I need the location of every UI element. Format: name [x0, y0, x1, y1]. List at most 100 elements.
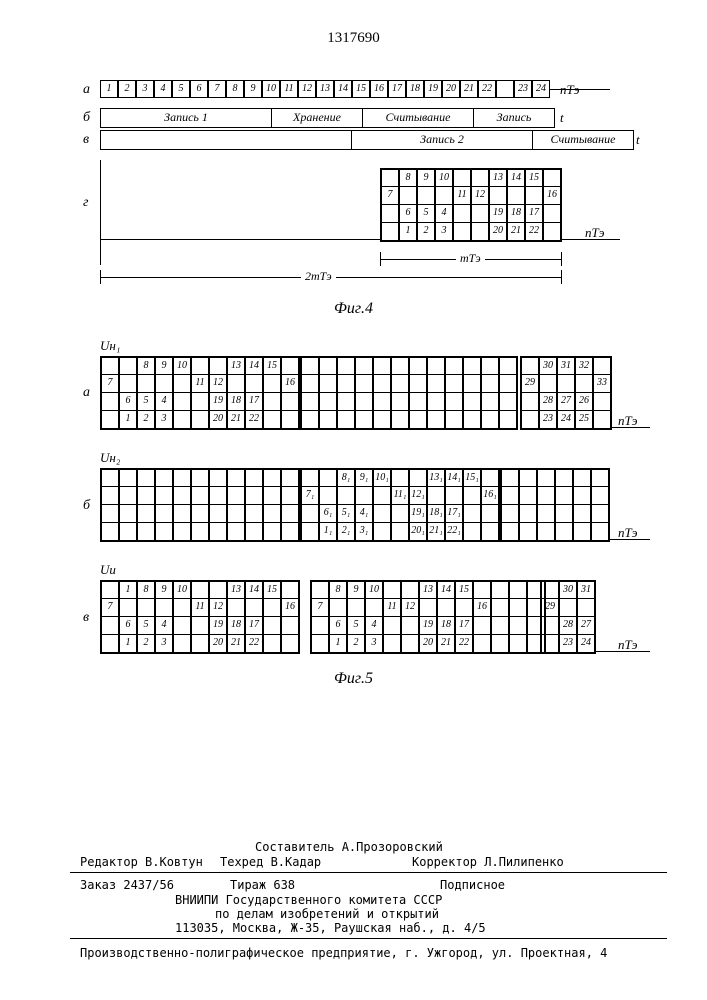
grid-cell: 9 — [417, 169, 435, 187]
grid-cell — [245, 599, 263, 617]
grid-cell: 32 — [575, 357, 593, 375]
grid-cell: 12 — [298, 80, 316, 98]
grid-cell: 24 — [532, 80, 550, 98]
grid-cell: 21 — [507, 223, 525, 241]
grid-cell: 19₁ — [409, 505, 427, 523]
grid-cell — [539, 375, 557, 393]
credits-techred: Техред В.Кадар — [220, 855, 321, 869]
grid-cell: 14 — [334, 80, 352, 98]
grid-cell: 22 — [525, 223, 543, 241]
grid-cell — [245, 469, 263, 487]
credits-print: Производственно-полиграфическое предприя… — [80, 946, 607, 960]
grid-cell — [409, 357, 427, 375]
grid-cell: 12 — [209, 599, 227, 617]
grid-cell — [137, 375, 155, 393]
grid-cell — [593, 357, 611, 375]
grid-cell: 12₁ — [409, 487, 427, 505]
grid-cell — [391, 357, 409, 375]
grid-cell: 19 — [209, 393, 227, 411]
grid-cell: 18 — [227, 617, 245, 635]
grid-cell — [119, 469, 137, 487]
grid-cell: 24 — [557, 411, 575, 429]
grid-cell — [573, 487, 591, 505]
grid-cell: 19 — [419, 617, 437, 635]
grid-cell: 2 — [417, 223, 435, 241]
grid-cell — [245, 375, 263, 393]
grid-cell: 17 — [455, 617, 473, 635]
fig5-b-mid-grid: 8₁9₁10₁13₁14₁15₁7₁11₁12₁16₁6₁5₁4₁19₁18₁1… — [300, 468, 500, 542]
grid-cell — [519, 487, 537, 505]
grid-cell — [575, 375, 593, 393]
grid-cell — [501, 505, 519, 523]
grid-cell — [463, 357, 481, 375]
grid-cell — [263, 617, 281, 635]
grid-cell — [227, 375, 245, 393]
grid-cell — [543, 223, 561, 241]
fig4-label: Фиг.4 — [0, 300, 707, 318]
grid-cell — [419, 599, 437, 617]
grid-cell: 23 — [514, 80, 532, 98]
grid-cell: 27 — [557, 393, 575, 411]
grid-cell — [319, 375, 337, 393]
grid-cell — [301, 505, 319, 523]
grid-cell — [281, 487, 299, 505]
fig4-row-v-label: в — [83, 132, 89, 148]
grid-cell: 28 — [559, 617, 577, 635]
grid-cell: 4₁ — [355, 505, 373, 523]
grid-cell: 17 — [388, 80, 406, 98]
grid-cell — [191, 487, 209, 505]
grid-cell — [301, 375, 319, 393]
grid-cell — [155, 487, 173, 505]
dim-mTd: mТэ — [380, 252, 562, 266]
grid-cell — [519, 469, 537, 487]
grid-cell — [319, 469, 337, 487]
grid-cell — [373, 411, 391, 429]
fig5-b-label: б — [83, 498, 90, 514]
grid-cell — [519, 505, 537, 523]
grid-cell — [337, 411, 355, 429]
grid-cell: 7 — [208, 80, 226, 98]
grid-cell — [593, 393, 611, 411]
grid-cell: 13 — [419, 581, 437, 599]
grid-cell — [329, 599, 347, 617]
grid-cell — [191, 469, 209, 487]
grid-cell — [263, 599, 281, 617]
grid-cell — [209, 505, 227, 523]
grid-cell — [227, 505, 245, 523]
grid-cell: 20 — [419, 635, 437, 653]
grid-cell: 3₁ — [355, 523, 373, 541]
grid-cell — [399, 187, 417, 205]
grid-cell — [593, 411, 611, 429]
grid-cell: 13₁ — [427, 469, 445, 487]
credits-sign: Подписное — [440, 878, 505, 892]
grid-cell: 20 — [489, 223, 507, 241]
grid-cell — [527, 617, 545, 635]
grid-cell: 31 — [557, 357, 575, 375]
grid-cell — [543, 169, 561, 187]
grid-cell: 11 — [280, 80, 298, 98]
credits-corrector: Корректор Л.Пилипенко — [412, 855, 564, 869]
phase-segment: Считывание — [363, 109, 474, 127]
grid-cell — [473, 617, 491, 635]
grid-cell: 21₁ — [427, 523, 445, 541]
grid-cell — [383, 617, 401, 635]
grid-cell: 12 — [471, 187, 489, 205]
grid-cell: 20₁ — [409, 523, 427, 541]
grid-cell — [409, 375, 427, 393]
grid-cell — [173, 635, 191, 653]
grid-cell — [373, 487, 391, 505]
grid-cell: 21 — [227, 411, 245, 429]
fig5-a-right-grid: 3031322933282726232425 — [520, 356, 612, 430]
grid-cell — [373, 505, 391, 523]
grid-cell: 30 — [539, 357, 557, 375]
dim-mTd-label: mТэ — [456, 251, 485, 266]
grid-cell — [481, 375, 499, 393]
grid-cell — [555, 487, 573, 505]
grid-cell: 15 — [455, 581, 473, 599]
grid-cell — [559, 599, 577, 617]
grid-cell — [101, 411, 119, 429]
grid-cell — [355, 487, 373, 505]
fig4-row-b-axis: t — [560, 110, 564, 126]
grid-cell: 10 — [173, 357, 191, 375]
grid-cell: 8 — [137, 581, 155, 599]
